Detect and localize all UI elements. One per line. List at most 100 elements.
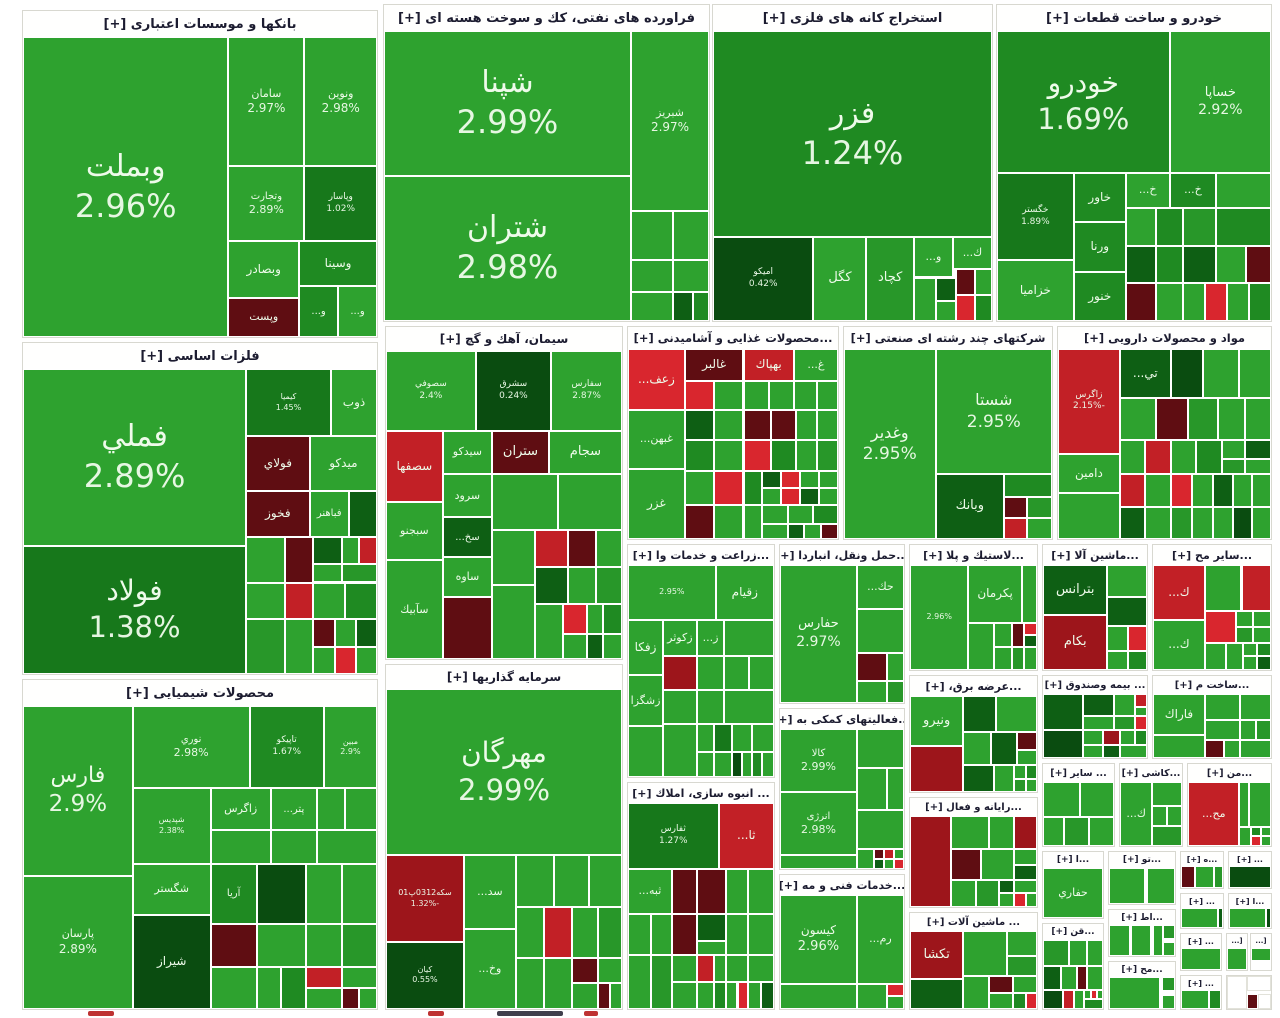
tile-machinery-apparatus[interactable] <box>1006 955 1037 977</box>
tile-moh-sector[interactable] <box>1109 977 1161 1009</box>
tile-conglomerates[interactable] <box>1004 474 1052 498</box>
tile-basic-metals[interactable] <box>334 646 356 674</box>
tile-other-products[interactable] <box>1235 611 1254 627</box>
tile-pharma[interactable] <box>1202 349 1240 399</box>
sector-title-chemicals[interactable]: محصولات شیمیایی [+] <box>23 680 377 706</box>
tile-pharma[interactable] <box>1232 474 1252 507</box>
tile-sugar[interactable] <box>1069 940 1088 967</box>
tile-chemicals[interactable] <box>359 987 377 1009</box>
tile-banks-سامان[interactable]: سامان 2.97% <box>228 37 305 166</box>
tile-basic-metals[interactable] <box>345 582 377 620</box>
tile-real-estate[interactable] <box>725 982 738 1009</box>
tile-cement-سیدکو[interactable]: سیدکو <box>442 431 493 475</box>
tile-insurance[interactable] <box>1043 694 1083 730</box>
tile-metal-mining-و...[interactable]: و... <box>913 236 953 278</box>
tile-pharma[interactable] <box>1222 440 1246 460</box>
tile-other-financial[interactable] <box>1089 817 1114 846</box>
tile-pharma[interactable] <box>1170 349 1203 399</box>
tile-other-financial[interactable] <box>1043 817 1065 846</box>
tile-food[interactable] <box>800 470 820 488</box>
tile-other-financial[interactable] <box>1043 782 1080 818</box>
tile-moh-sector[interactable] <box>1161 977 1175 992</box>
tile-cement[interactable] <box>586 634 604 659</box>
tile-agriculture[interactable] <box>714 724 732 752</box>
tile-agriculture[interactable] <box>752 724 774 752</box>
tile-pharma[interactable] <box>1058 493 1120 539</box>
tile-investments[interactable] <box>598 983 611 1009</box>
tile-tiles-ceramics[interactable] <box>1152 806 1168 826</box>
tile-food[interactable] <box>714 381 744 410</box>
tile-machinery-apparatus[interactable] <box>1025 993 1037 1009</box>
tile-real-estate[interactable] <box>747 914 774 956</box>
tile-electricity[interactable] <box>963 696 997 733</box>
sector-title-real-estate[interactable]: ... انبوه سازی، املاك [+] <box>628 783 774 803</box>
tile-chemicals[interactable] <box>210 830 271 864</box>
tile-cement[interactable] <box>567 529 597 567</box>
tile-chemicals[interactable] <box>210 924 257 967</box>
tile-chemicals[interactable] <box>210 966 257 1009</box>
tile-agriculture-زقیام[interactable]: زقیام <box>715 565 774 621</box>
tile-auto[interactable] <box>1125 245 1156 284</box>
sector-title-moh-sector[interactable]: ...مح [+] <box>1109 962 1175 977</box>
tile-pharma[interactable] <box>1213 474 1233 507</box>
tile-real-estate[interactable] <box>628 914 652 956</box>
tile-basic-metals-فولاي[interactable]: فولاي <box>246 436 310 491</box>
tile-tiles-ceramics[interactable] <box>1152 782 1182 807</box>
tile-food[interactable] <box>684 440 715 471</box>
tile-insurance[interactable] <box>1134 715 1147 730</box>
tile-support-activities-کالا[interactable]: کالا 2.99% <box>780 729 857 792</box>
tile-computers[interactable] <box>910 816 951 907</box>
tile-conglomerates[interactable] <box>1004 497 1028 519</box>
tile-real-estate[interactable] <box>696 868 726 915</box>
tile-agriculture[interactable] <box>696 690 725 724</box>
tile-agriculture-ز...[interactable]: ز... <box>696 620 725 657</box>
tile-small-3[interactable] <box>1265 908 1271 928</box>
tile-technical-services[interactable] <box>780 983 857 1009</box>
tile-real-estate[interactable] <box>671 868 697 915</box>
tile-real-estate[interactable] <box>671 914 697 956</box>
tile-sugar[interactable] <box>1043 940 1070 967</box>
tile-agriculture[interactable] <box>724 690 774 724</box>
tile-pharma[interactable] <box>1192 474 1214 507</box>
tile-sugar[interactable] <box>1074 989 1084 1009</box>
tile-chemicals[interactable] <box>316 830 377 864</box>
tile-machinery-equipment-بکام[interactable]: بکام <box>1043 615 1108 670</box>
tile-computers[interactable] <box>981 848 1015 880</box>
tile-food[interactable] <box>770 440 796 471</box>
tile-electricity[interactable] <box>1016 749 1037 766</box>
tile-empty-boxes[interactable] <box>1246 976 1271 991</box>
tile-pharma[interactable] <box>1145 474 1171 507</box>
tile-food[interactable] <box>781 487 801 505</box>
tile-machinery-apparatus-تکشا[interactable]: تکشا <box>910 931 964 980</box>
tile-banks-وتجارت[interactable]: وتجارت 2.89% <box>228 166 305 241</box>
tile-rubber-plastics[interactable] <box>993 622 1012 647</box>
tile-machinery-equipment[interactable] <box>1107 596 1147 626</box>
sector-title-minerals-other[interactable]: ...من [+] <box>1188 764 1271 782</box>
tile-electricity-ونیرو[interactable]: ونیرو <box>910 696 964 746</box>
tile-minerals-other[interactable] <box>1239 826 1252 846</box>
tile-investments-سکه0312پ01[interactable]: سکه0312پ01 -1.32% <box>386 855 464 942</box>
tile-basic-metals[interactable] <box>313 536 342 565</box>
tile-conglomerates[interactable] <box>1027 518 1052 539</box>
tile-food[interactable] <box>743 504 763 539</box>
tile-telecom[interactable] <box>1109 925 1131 956</box>
tile-insurance[interactable] <box>1103 729 1120 746</box>
tile-agriculture[interactable] <box>628 726 664 777</box>
tile-cement[interactable] <box>534 566 568 604</box>
tile-food[interactable] <box>804 523 822 539</box>
tile-metal-mining[interactable] <box>975 294 992 321</box>
tile-real-estate[interactable] <box>737 982 748 1009</box>
tile-cement-سرود[interactable]: سرود <box>442 474 493 518</box>
tile-computers[interactable] <box>950 848 982 880</box>
tile-pharma-زاگرس[interactable]: زاگرس -2.15% <box>1058 349 1120 454</box>
tile-real-estate[interactable] <box>651 955 672 1009</box>
sector-title-he-sector[interactable]: ...ه [+] <box>1181 852 1223 866</box>
tile-food[interactable] <box>819 487 838 505</box>
tile-machinery-equipment-بترانس[interactable]: بترانس <box>1043 565 1108 616</box>
tile-chemicals-زاگرس[interactable]: زاگرس <box>210 787 271 831</box>
tile-other-products[interactable] <box>1204 565 1242 612</box>
tile-food-غزر[interactable]: غزر <box>628 468 685 539</box>
tile-computers[interactable] <box>950 816 989 849</box>
tile-chemicals-آریا[interactable]: آریا <box>210 863 257 925</box>
tile-food[interactable] <box>743 409 771 441</box>
